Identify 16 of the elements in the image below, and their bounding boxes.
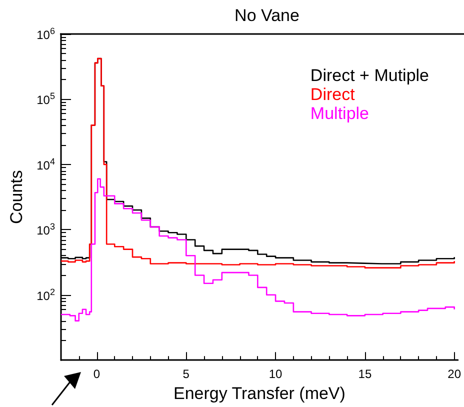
- x-axis-title: Energy Transfer (meV): [173, 384, 346, 403]
- y-tick-label: 10$^{5}$: [36, 91, 55, 108]
- y-tick-label: 10$^{3}$: [36, 222, 55, 238]
- x-tick-label: 0: [93, 367, 100, 382]
- x-tick-label: 20: [448, 367, 462, 382]
- y-tick-label: 10$^{2}$: [36, 286, 55, 303]
- chart-title: No Vane: [234, 6, 300, 25]
- y-tick-label: 10$^{6}$: [36, 26, 55, 42]
- x-tick-label: 10: [268, 367, 283, 382]
- text: Direct + Mutiple: [310, 66, 430, 85]
- y-tick-label: 10$^{4}$: [36, 156, 55, 172]
- text: Direct: [310, 85, 356, 104]
- x-tick-label: 5: [182, 367, 190, 382]
- text: Multiple: [310, 104, 370, 123]
- x-tick-label: 15: [358, 367, 372, 382]
- y-axis-title: Counts: [7, 170, 26, 224]
